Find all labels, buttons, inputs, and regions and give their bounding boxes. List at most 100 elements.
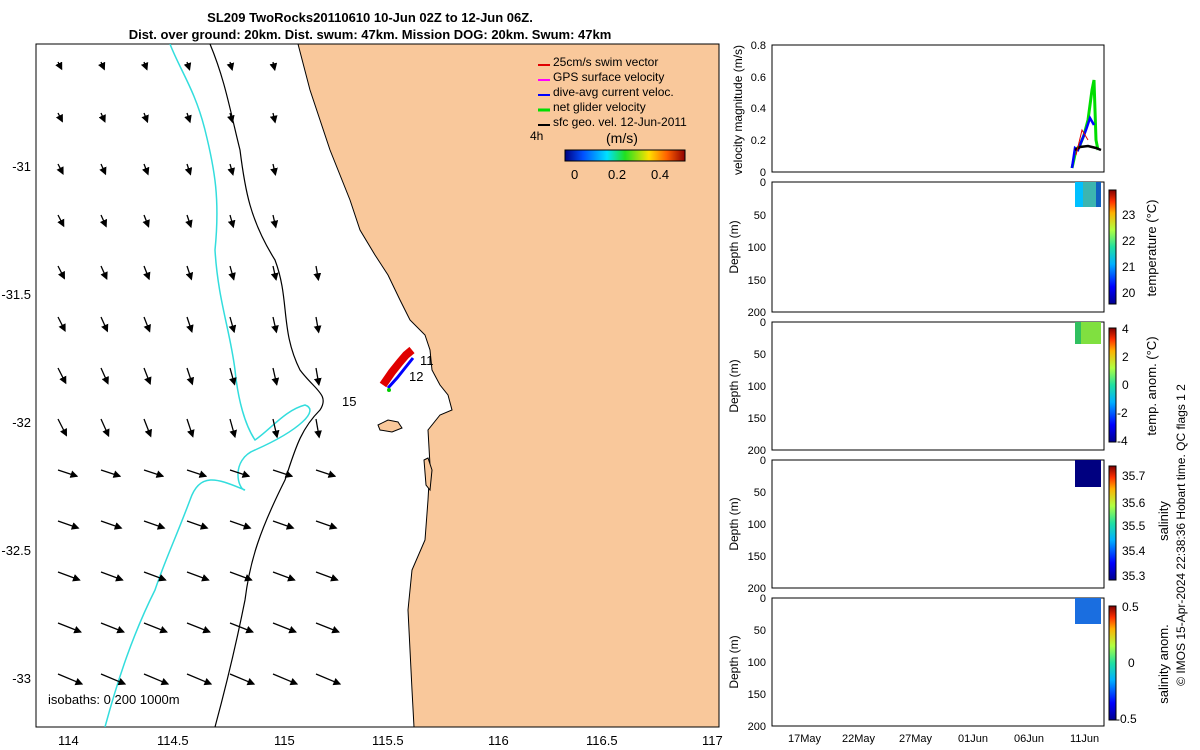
- svg-text:35.3: 35.3: [1122, 569, 1146, 583]
- vector-arrow: [57, 469, 79, 478]
- vector-arrow: [270, 163, 278, 177]
- svg-text:0.6: 0.6: [751, 72, 766, 84]
- vector-arrow: [271, 367, 280, 386]
- vector-arrow: [313, 367, 322, 387]
- vector-arrow: [186, 316, 194, 333]
- vector-arrow: [186, 469, 208, 478]
- vector-arrow: [57, 520, 80, 530]
- vector-arrow: [57, 418, 67, 437]
- land-mass: [297, 44, 719, 727]
- vector-arrow: [229, 367, 237, 386]
- time-series-panels[interactable]: 0 0.2 0.4 0.6 0.8 velocity magnitude (m/…: [720, 0, 1200, 750]
- svg-text:22May: 22May: [842, 733, 876, 745]
- map-legend: 25cm/s swim vector GPS surface velocity …: [530, 55, 687, 146]
- vector-arrow: [143, 673, 170, 686]
- vector-arrow: [229, 622, 254, 634]
- svg-text:100: 100: [748, 242, 766, 254]
- vector-arrow: [186, 367, 195, 386]
- svg-text:100: 100: [748, 381, 766, 393]
- svg-text:0: 0: [1128, 656, 1135, 670]
- svg-text:35.6: 35.6: [1122, 496, 1146, 510]
- svg-text:0: 0: [760, 167, 766, 179]
- vector-arrow: [143, 265, 151, 281]
- svg-text:50: 50: [754, 625, 766, 637]
- svg-text:0: 0: [760, 593, 766, 605]
- vector-arrow: [143, 418, 152, 438]
- vector-arrow: [57, 214, 65, 228]
- svg-text:0: 0: [760, 317, 766, 329]
- vector-arrow: [55, 112, 63, 123]
- vector-arrow: [315, 520, 338, 530]
- vector-arrow: [143, 367, 152, 386]
- vector-arrow: [226, 61, 235, 71]
- date-axis: 17May 22May 27May 01Jun 06Jun 11Jun: [788, 733, 1099, 745]
- vector-arrow: [315, 673, 342, 686]
- vector-arrow: [229, 418, 237, 439]
- vector-arrow: [98, 112, 106, 123]
- lon-tick: 115.5: [372, 733, 404, 748]
- lat-tick: -32.5: [1, 543, 31, 558]
- map-panel[interactable]: 11 12 15 25cm/s swim vector GPS surface …: [0, 0, 740, 750]
- vector-arrow: [184, 163, 193, 176]
- island-garden: [423, 457, 433, 492]
- vector-arrow: [315, 469, 337, 478]
- svg-text:temp. anom. (°C): temp. anom. (°C): [1144, 336, 1159, 435]
- svg-text:50: 50: [754, 487, 766, 499]
- surface-velocity-vectors: [55, 61, 342, 686]
- vector-arrow: [272, 469, 294, 478]
- vector-arrow: [184, 112, 192, 124]
- vector-arrow: [270, 265, 279, 281]
- svg-text:100: 100: [748, 657, 766, 669]
- svg-text:01Jun: 01Jun: [958, 733, 988, 745]
- svg-text:0.2: 0.2: [751, 135, 766, 147]
- svg-text:Depth (m): Depth (m): [727, 220, 741, 273]
- svg-text:0.5: 0.5: [1122, 600, 1139, 614]
- svg-text:0.4: 0.4: [751, 103, 766, 115]
- svg-text:06Jun: 06Jun: [1014, 733, 1044, 745]
- vector-arrow: [185, 265, 194, 281]
- vector-arrow: [143, 520, 166, 530]
- lat-tick: -31: [12, 159, 31, 174]
- vector-arrow: [313, 316, 322, 334]
- day-label-15: 15: [342, 394, 356, 409]
- velocity-colorbar: [564, 149, 686, 162]
- svg-text:Depth (m): Depth (m): [727, 497, 741, 550]
- vector-arrow: [141, 163, 150, 176]
- svg-text:-2: -2: [1117, 406, 1128, 420]
- vector-arrow: [269, 61, 278, 72]
- svg-text:35.5: 35.5: [1122, 519, 1146, 533]
- svg-text:150: 150: [748, 689, 766, 701]
- svg-text:21: 21: [1122, 260, 1136, 274]
- svg-text:22: 22: [1122, 234, 1136, 248]
- vector-arrow: [228, 316, 237, 334]
- vector-arrow: [272, 622, 297, 634]
- vector-arrow: [270, 214, 279, 229]
- temp-anomaly-panel: 0 50 100 150 200 Depth (m) 4 2 0 -2 -4 t…: [727, 317, 1159, 457]
- vector-arrow: [100, 673, 127, 686]
- vector-arrow: [100, 622, 125, 634]
- vector-arrow: [227, 163, 235, 176]
- svg-text:-4: -4: [1117, 434, 1128, 448]
- vector-arrow: [315, 571, 339, 582]
- svg-text:35.7: 35.7: [1122, 469, 1146, 483]
- colorbar-tick-0: 0: [571, 167, 578, 182]
- svg-text:11Jun: 11Jun: [1070, 733, 1099, 745]
- vector-arrow: [229, 571, 253, 582]
- vector-arrow: [57, 571, 81, 582]
- svg-text:50: 50: [754, 210, 766, 222]
- svg-text:100: 100: [748, 519, 766, 531]
- isobaths-label: isobaths: 0 200 1000m: [48, 692, 180, 707]
- svg-text:-0.5: -0.5: [1116, 712, 1137, 726]
- plot-title-line1: SL209 TwoRocks20110610 10-Jun 02Z to 12-…: [207, 10, 533, 25]
- vector-arrow: [272, 673, 299, 686]
- footer-credit: © IMOS 15-Apr-2024 22:38:36 Hobart time.…: [1174, 384, 1188, 686]
- svg-text:17May: 17May: [788, 733, 822, 745]
- vector-arrow: [55, 61, 63, 71]
- vector-arrow: [183, 61, 192, 71]
- lon-tick: 117: [702, 733, 723, 748]
- vector-arrow: [315, 622, 340, 634]
- svg-text:Depth (m): Depth (m): [727, 359, 741, 412]
- velocity-ylabel: velocity magnitude (m/s): [731, 45, 745, 175]
- lon-tick: 115: [274, 733, 295, 748]
- svg-text:150: 150: [748, 551, 766, 563]
